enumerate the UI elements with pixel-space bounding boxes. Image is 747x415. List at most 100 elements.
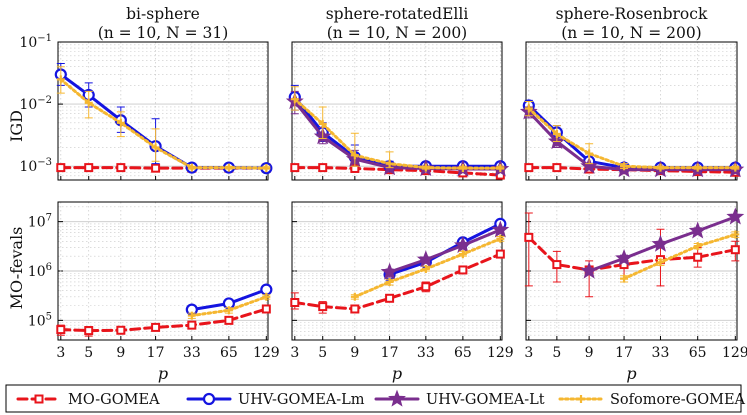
data-point — [421, 264, 430, 273]
x-tick-label: 3 — [56, 345, 65, 361]
data-point — [56, 75, 65, 84]
data-point — [458, 250, 467, 259]
series-so — [350, 234, 505, 301]
data-point — [651, 234, 670, 252]
series-so — [290, 86, 505, 173]
data-point — [620, 162, 629, 171]
data-point — [187, 163, 196, 172]
data-point — [552, 130, 561, 139]
data-point — [84, 98, 93, 107]
data-point — [290, 163, 300, 173]
data-point — [693, 252, 703, 262]
data-point — [524, 163, 534, 173]
data-point — [56, 325, 66, 335]
legend-marker — [34, 394, 44, 404]
error-bar — [524, 212, 533, 287]
axes-frame — [57, 201, 269, 341]
axes-top — [285, 41, 510, 181]
data-point — [262, 292, 271, 301]
x-tick-label: 9 — [350, 345, 359, 361]
series-line — [622, 232, 737, 281]
panel-subtitle: (n = 10, N = 200) — [327, 24, 467, 42]
data-point — [656, 163, 665, 172]
data-point — [84, 326, 94, 336]
data-point — [731, 163, 740, 172]
series-so — [56, 66, 271, 173]
y-tick-label: 10−3 — [19, 157, 52, 175]
y-tick-label: 106 — [28, 262, 52, 280]
axes-frame — [525, 41, 738, 181]
series-so — [620, 230, 740, 283]
legend-marker — [388, 389, 406, 407]
x-tick-label: 17 — [381, 345, 399, 361]
legend-item-lt: UHV-GOMEA-Lt — [374, 389, 545, 408]
data-point — [350, 292, 359, 301]
panel-3: sphere-Rosenbrock(n = 10, N = 200)3 5 9 17 3… — [519, 5, 747, 383]
x-axis-label: p — [392, 364, 402, 383]
x-tick-label: 3 — [524, 345, 533, 361]
data-point — [731, 230, 740, 239]
panel-title: sphere-rotatedElli — [326, 5, 469, 23]
legend: MO-GOMEA UHV-GOMEA-Lm UHV-GOMEA-Lt Sofomore… — [5, 384, 746, 413]
y-tick-label: 107 — [28, 213, 52, 231]
x-tick-label: 65 — [689, 345, 707, 361]
data-point — [458, 164, 467, 173]
data-point — [318, 119, 327, 128]
data-point — [615, 248, 633, 267]
data-point — [416, 250, 435, 268]
axes-frame — [57, 41, 269, 181]
data-point — [116, 118, 125, 127]
legend-item-mo: MO-GOMEA — [16, 392, 160, 408]
data-point — [524, 232, 534, 242]
x-tick-label: 33 — [652, 345, 670, 361]
axes-bottom: 3 5 9 17 33 65 129 p — [290, 201, 514, 383]
series-line — [388, 228, 502, 274]
x-tick-label: 65 — [220, 345, 238, 361]
data-point — [580, 156, 599, 174]
data-point — [151, 143, 160, 152]
series-mo — [290, 249, 505, 314]
data-point — [552, 260, 562, 270]
data-point — [385, 293, 395, 303]
x-axis-label: p — [158, 364, 168, 383]
legend-label: MO-GOMEA — [68, 392, 160, 408]
panel-title: bi-sphere — [126, 5, 200, 23]
legend-label: Sofomore-GOMEA — [610, 392, 746, 408]
data-point — [350, 151, 359, 160]
panel-title: sphere-Rosenbrock — [556, 5, 708, 23]
data-point — [688, 221, 707, 239]
data-point — [421, 282, 431, 292]
x-tick-label: 33 — [183, 345, 201, 361]
data-point — [458, 265, 468, 275]
x-tick-label: 65 — [454, 345, 472, 361]
data-point — [187, 320, 197, 330]
data-point — [116, 163, 126, 173]
data-point — [380, 262, 399, 280]
data-point — [620, 274, 629, 283]
data-point — [187, 311, 196, 320]
data-point — [318, 163, 328, 173]
data-point — [656, 258, 665, 267]
data-point — [385, 159, 394, 168]
data-point — [421, 163, 430, 172]
data-point — [585, 149, 594, 158]
axes-frame — [525, 201, 738, 341]
panel-subtitle: (n = 10, N = 31) — [98, 24, 229, 42]
x-tick-label: 5 — [318, 345, 327, 361]
data-point — [261, 304, 271, 314]
axes-frame — [291, 201, 503, 341]
x-tick-label: 17 — [615, 345, 633, 361]
legend-item-lm: UHV-GOMEA-Lm — [186, 392, 365, 408]
x-tick-label: 9 — [116, 345, 125, 361]
x-tick-label: 33 — [417, 345, 435, 361]
data-point — [151, 163, 161, 173]
series-lt — [580, 207, 745, 279]
data-point — [56, 163, 66, 173]
data-point — [524, 104, 533, 113]
data-point — [224, 315, 234, 325]
data-point — [495, 249, 505, 259]
data-point — [730, 245, 740, 255]
axes-top: 10−1 10−2 10−3 — [19, 33, 273, 181]
y-label-top: IGD — [7, 110, 26, 142]
data-point — [491, 220, 510, 238]
